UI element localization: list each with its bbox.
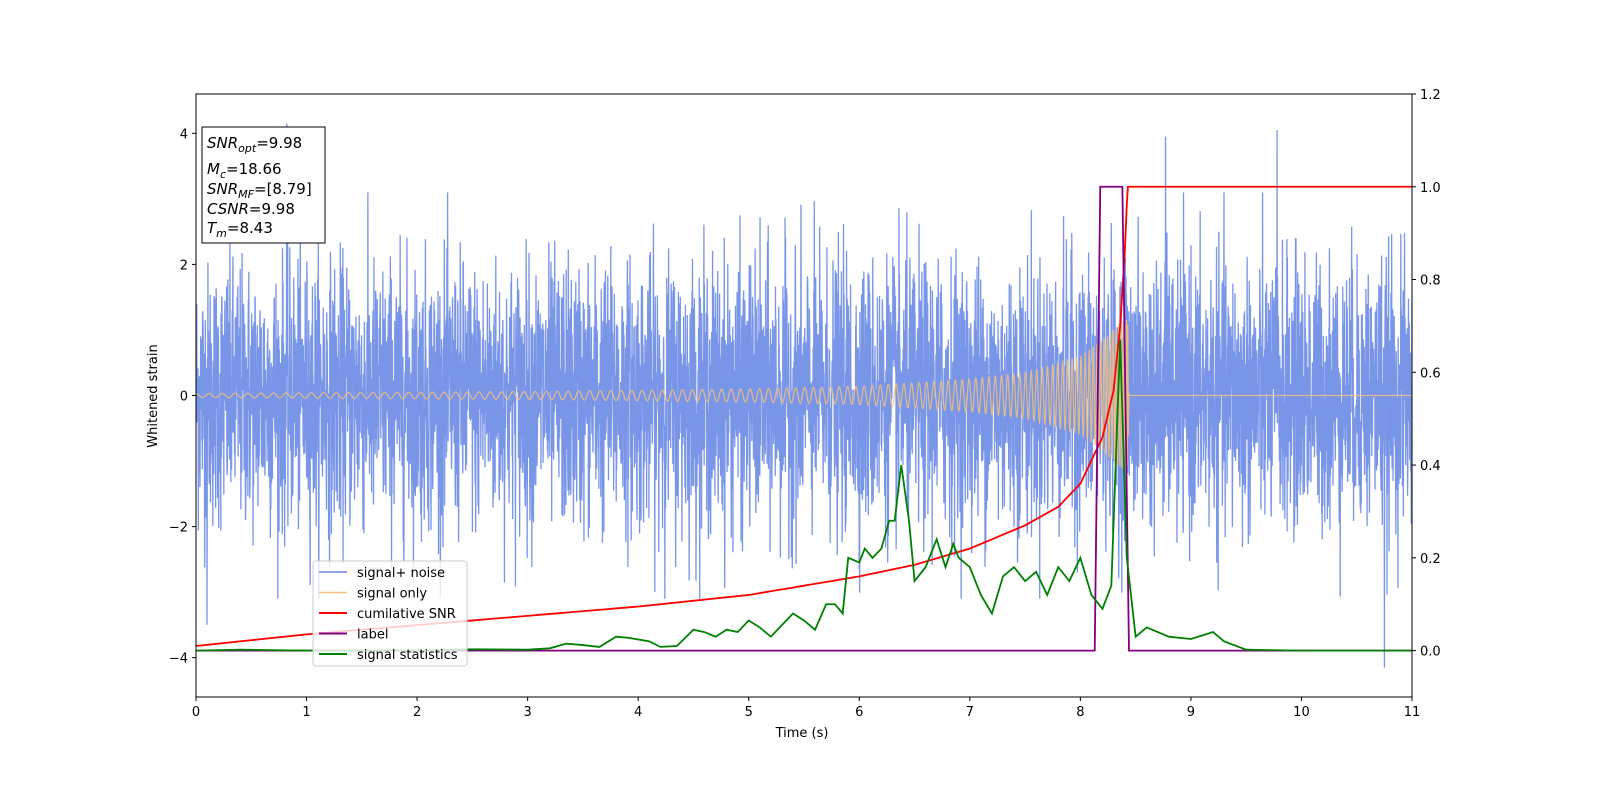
y-right-tick-label: 1.0 bbox=[1420, 181, 1441, 196]
y-axis-left: −4 −2 0 2 4 bbox=[169, 127, 196, 667]
legend-label: label bbox=[357, 628, 388, 643]
y-right-tick-label: 1.2 bbox=[1420, 88, 1441, 103]
x-tick-label: 9 bbox=[1187, 705, 1195, 720]
x-axis-label: Time (s) bbox=[775, 726, 829, 741]
x-tick-label: 7 bbox=[966, 705, 974, 720]
info-line: Tm=8.43 bbox=[207, 219, 273, 240]
x-tick-label: 6 bbox=[855, 705, 863, 720]
y-left-tick-label: 4 bbox=[180, 127, 188, 142]
legend-item-signal-noise: signal+ noise bbox=[319, 566, 445, 581]
x-tick-label: 0 bbox=[192, 705, 200, 720]
x-tick-label: 1 bbox=[302, 705, 310, 720]
x-axis: 0 1 2 3 4 5 6 7 8 9 10 11 bbox=[192, 697, 1420, 720]
info-line: SNRopt=9.98 bbox=[207, 134, 302, 155]
legend-item-signal-statistics: signal statistics bbox=[319, 648, 458, 663]
y-right-tick-label: 0.8 bbox=[1420, 274, 1441, 289]
legend-item-label: label bbox=[319, 628, 388, 643]
y-axis-label: Whitened strain bbox=[146, 344, 161, 447]
x-tick-label: 8 bbox=[1076, 705, 1084, 720]
legend-label: signal+ noise bbox=[357, 566, 445, 581]
x-tick-label: 5 bbox=[745, 705, 753, 720]
legend: signal+ noise signal only cumilative SNR la… bbox=[312, 560, 468, 667]
y-right-tick-label: 0.6 bbox=[1420, 366, 1441, 381]
series-signal-statistics bbox=[196, 339, 1412, 652]
series-label bbox=[196, 185, 1412, 652]
x-tick-label: 2 bbox=[413, 705, 421, 720]
y-right-tick-label: 0.0 bbox=[1420, 645, 1441, 660]
x-tick-label: 3 bbox=[523, 705, 531, 720]
info-box: SNRopt=9.98 Mc=18.66SNRMF=[8.79]CSNR=9.98… bbox=[201, 126, 326, 244]
y-left-tick-label: −2 bbox=[169, 521, 188, 536]
info-line: CSNR=9.98 bbox=[207, 200, 295, 218]
x-tick-label: 10 bbox=[1293, 705, 1310, 720]
legend-item-signal-only: signal only bbox=[319, 587, 427, 602]
y-left-tick-label: −4 bbox=[169, 652, 188, 667]
legend-label: signal only bbox=[357, 587, 427, 602]
series-signal-only bbox=[196, 320, 1412, 470]
series-signal-noise bbox=[196, 123, 1412, 668]
y-right-tick-label: 0.4 bbox=[1420, 459, 1441, 474]
x-tick-label: 4 bbox=[634, 705, 642, 720]
y-left-tick-label: 2 bbox=[180, 258, 188, 273]
legend-label: cumilative SNR bbox=[357, 607, 456, 622]
legend-label: signal statistics bbox=[357, 648, 458, 663]
legend-item-cumilative-snr: cumilative SNR bbox=[319, 607, 456, 622]
info-line: Mc=18.66 bbox=[207, 160, 282, 181]
y-right-tick-label: 0.2 bbox=[1420, 552, 1441, 567]
y-left-tick-label: 0 bbox=[180, 390, 188, 405]
info-line: SNRMF=[8.79] bbox=[207, 180, 312, 201]
y-axis-right: 0.0 0.2 0.4 0.6 0.8 1.0 1.2 bbox=[1412, 88, 1441, 660]
x-tick-label: 11 bbox=[1404, 705, 1421, 720]
